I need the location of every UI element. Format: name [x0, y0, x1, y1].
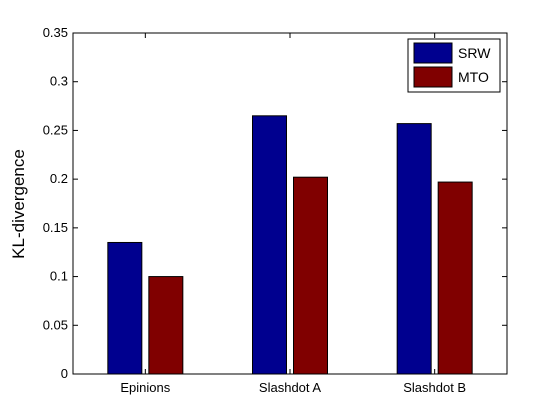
- bar-srw-slashdot-a: [252, 115, 287, 375]
- x-tick-label: Slashdot A: [259, 380, 321, 395]
- x-tick-label: Epinions: [120, 380, 170, 395]
- x-tick-label: Slashdot B: [403, 380, 466, 395]
- legend-swatch-srw: [413, 42, 453, 64]
- bar-mto-slashdot-a: [293, 176, 328, 375]
- y-tick-label: 0: [61, 366, 68, 381]
- bar-srw-slashdot-b: [396, 123, 432, 375]
- y-tick-label: 0.05: [43, 317, 68, 332]
- bars-group: [107, 115, 473, 375]
- x-axis: Epinions Slashdot A Slashdot B: [120, 33, 466, 395]
- legend: SRW MTO: [407, 38, 501, 93]
- y-tick-label: 0.35: [43, 25, 68, 40]
- bar-srw-epinions: [107, 241, 143, 375]
- y-axis-label: KL-divergence: [9, 149, 28, 259]
- y-tick-label: 0.1: [50, 269, 68, 284]
- bar-mto-epinions: [148, 276, 184, 375]
- y-tick-label: 0.2: [50, 171, 68, 186]
- legend-swatch-mto: [413, 66, 453, 88]
- y-tick-label: 0.15: [43, 220, 68, 235]
- legend-label-mto: MTO: [458, 69, 489, 85]
- y-axis: 0 0.05 0.1 0.15 0.2 0.25 0.3 0.35: [43, 25, 507, 381]
- legend-label-srw: SRW: [458, 45, 491, 61]
- y-tick-label: 0.25: [43, 122, 68, 137]
- bar-mto-slashdot-b: [437, 181, 473, 375]
- y-tick-label: 0.3: [50, 74, 68, 89]
